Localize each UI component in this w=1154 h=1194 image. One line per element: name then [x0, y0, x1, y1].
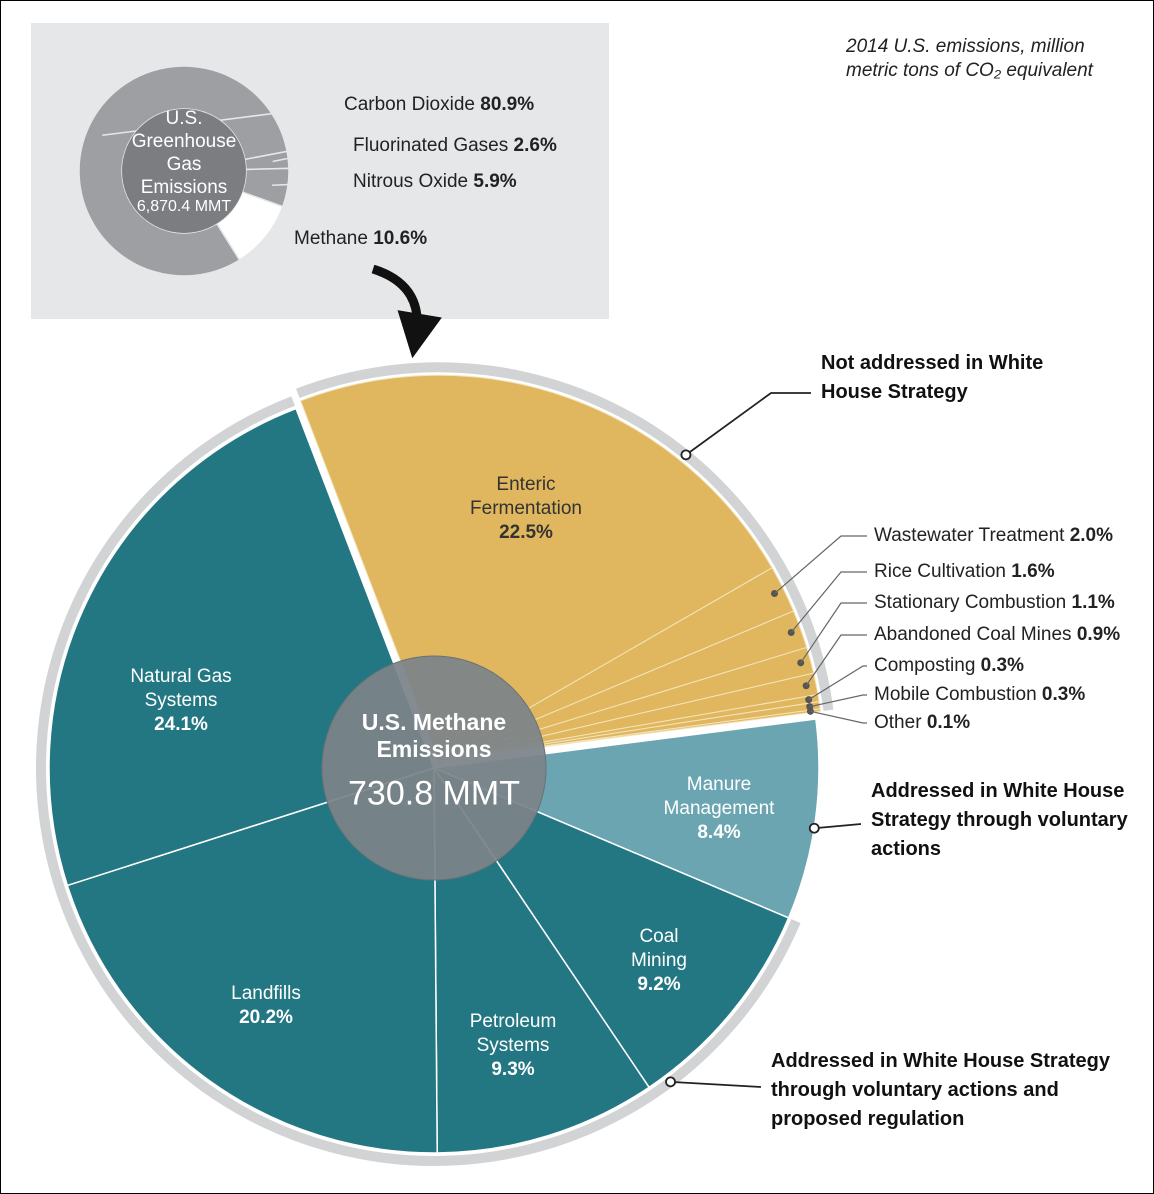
- slice-label: Natural Gas Systems 24.1%: [126, 665, 236, 737]
- slice-label: Other 0.1%: [874, 711, 970, 734]
- category-label: Enteric Fermentation: [470, 474, 582, 519]
- annotation: Not addressed in White House Strategy: [821, 352, 1044, 403]
- value-label: 22.5%: [499, 522, 553, 543]
- category-label: Landfills: [231, 983, 301, 1004]
- value-label: 9.2%: [637, 974, 681, 995]
- value-label: 0.9%: [1076, 624, 1121, 645]
- value-label: 20.2%: [239, 1007, 293, 1028]
- slice-label: Rice Cultivation 1.6%: [874, 560, 1055, 583]
- category-label: Stationary Combustion: [874, 592, 1067, 613]
- center-total: 6,870.4 MMT: [136, 198, 232, 215]
- slice-label: Wastewater Treatment 2.0%: [874, 524, 1113, 547]
- annotation-dot: [808, 822, 820, 834]
- value-label: 24.1%: [154, 714, 208, 735]
- value-label: 2.6%: [513, 135, 557, 156]
- value-label: 9.3%: [491, 1059, 535, 1080]
- category-label: Rice Cultivation: [874, 561, 1006, 582]
- leader-line: [809, 694, 867, 708]
- category-label: Wastewater Treatment: [874, 525, 1065, 546]
- leader-line: [805, 634, 867, 687]
- value-label: 80.9%: [480, 94, 535, 115]
- leader-line: [810, 710, 867, 724]
- leader-line: [790, 571, 867, 633]
- annotation-dot: [665, 1076, 676, 1088]
- category-label: Nitrous Oxide: [353, 171, 469, 192]
- subtitle: 2014 U.S. emissions, million metric tons…: [846, 36, 1093, 81]
- donut-label: Nitrous Oxide 5.9%: [353, 170, 517, 193]
- value-label: 2.0%: [1069, 525, 1114, 546]
- donut-center: [122, 109, 246, 233]
- slice-label: Composting 0.3%: [874, 654, 1024, 677]
- leader-line: [272, 145, 350, 163]
- annotation: Addressed in White House Strategy throug…: [871, 780, 1128, 860]
- leader-line: [800, 602, 867, 664]
- value-label: 8.4%: [697, 822, 741, 843]
- category-label: Coal Mining: [631, 926, 687, 971]
- category-label: Carbon Dioxide: [344, 94, 475, 115]
- category-label: Methane: [294, 228, 368, 249]
- slice-label: Abandoned Coal Mines 0.9%: [874, 623, 1120, 646]
- value-label: 5.9%: [473, 171, 517, 192]
- slice-label: Mobile Combustion 0.3%: [874, 683, 1085, 706]
- value-label: 1.6%: [1011, 561, 1055, 582]
- value-label: 0.1%: [926, 712, 971, 733]
- annotation: Addressed in White House Strategy throug…: [771, 1050, 1110, 1130]
- value-label: 1.1%: [1071, 592, 1115, 613]
- pie-slice: [431, 766, 790, 1089]
- category-label: Mobile Combustion: [874, 684, 1037, 705]
- donut-label: Fluorinated Gases 2.6%: [353, 134, 557, 157]
- slice-label: Manure Management 8.4%: [654, 773, 784, 845]
- value-label: 0.3%: [1041, 684, 1086, 705]
- annotation-line: [814, 823, 862, 830]
- category-label: Abandoned Coal Mines: [874, 624, 1072, 645]
- value-label: 10.6%: [373, 228, 428, 249]
- category-label: Other: [874, 712, 922, 733]
- arrow: [371, 264, 442, 359]
- slice-label: Landfills 20.2%: [211, 982, 321, 1030]
- center-label: U.S. Greenhouse Gas Emissions: [131, 108, 237, 198]
- category-label: Composting: [874, 655, 976, 676]
- category-label: Fluorinated Gases: [353, 135, 509, 156]
- category-label: Petroleum Systems: [469, 1011, 557, 1056]
- annotation-line: [670, 1080, 762, 1088]
- value-label: 0.3%: [980, 655, 1024, 676]
- pie-center: [321, 655, 547, 881]
- slice-label: Stationary Combustion 1.1%: [874, 591, 1115, 614]
- slice-label: Petroleum Systems 9.3%: [458, 1010, 568, 1082]
- center-label: U.S. Methane Emissions: [361, 709, 507, 762]
- leader-line: [774, 535, 867, 594]
- annotation-line: [685, 392, 811, 456]
- annotation-dot: [680, 449, 692, 461]
- category-label: Natural Gas Systems: [130, 666, 232, 711]
- donut-label: Carbon Dioxide 80.9%: [344, 93, 534, 116]
- center-total: 730.8 MMT: [348, 774, 520, 813]
- pie-slice: [66, 766, 438, 1154]
- slice-label: Coal Mining 9.2%: [614, 925, 704, 997]
- leader-line: [808, 665, 867, 701]
- donut-label: Methane 10.6%: [294, 227, 427, 250]
- leader-line: [272, 181, 350, 187]
- slice-label: Enteric Fermentation 22.5%: [461, 473, 591, 545]
- category-label: Manure Management: [663, 774, 775, 819]
